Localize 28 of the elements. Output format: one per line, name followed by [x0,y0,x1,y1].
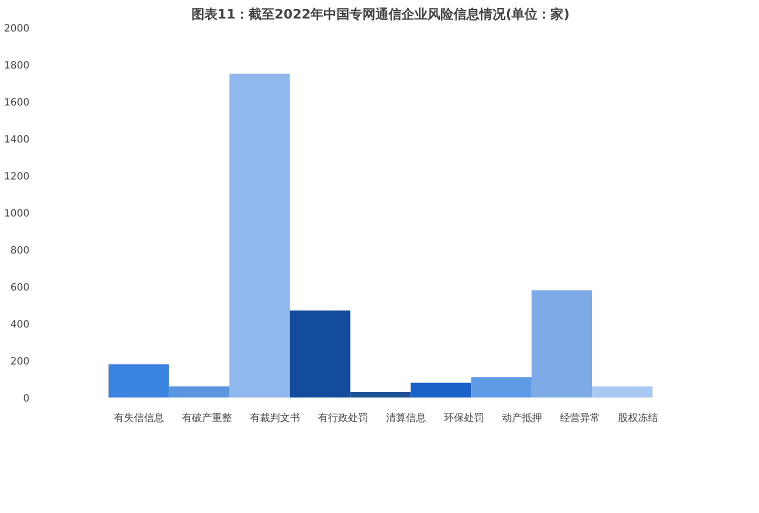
series-label: 经营异常 [560,412,600,425]
series-label: 清算信息 [386,412,426,425]
series-label: 有破产重整 [182,412,232,425]
bar [168,386,230,398]
y-tick-label: 2000 [4,24,30,34]
chart-title: 图表11：截至2022年中国专网通信企业风险信息情况(单位：家) [191,6,570,22]
y-tick-label: 1400 [4,134,30,146]
series-label: 有裁判文书 [250,412,300,425]
series-label: 环保处罚 [444,412,484,425]
y-tick-label: 1800 [4,60,30,72]
bar [108,364,169,398]
y-tick-label: 1600 [4,98,30,108]
bar [410,382,472,398]
bar [229,74,290,398]
y-tick-label: 0 [23,394,30,404]
y-tick-label: 600 [10,282,30,294]
y-tick-label: 400 [10,320,30,330]
bar [532,290,592,398]
y-tick-label: 200 [10,356,30,368]
bar [592,386,652,398]
series-label: 股权冻结 [618,412,658,425]
series-label: 动产抵押 [502,412,542,425]
series-label: 有失信信息 [114,412,164,425]
y-tick-label: 1000 [4,208,30,220]
y-tick-label: 800 [10,246,30,256]
bar [471,377,532,398]
y-tick-label: 1200 [4,172,30,182]
series-label: 有行政处罚 [318,412,368,425]
